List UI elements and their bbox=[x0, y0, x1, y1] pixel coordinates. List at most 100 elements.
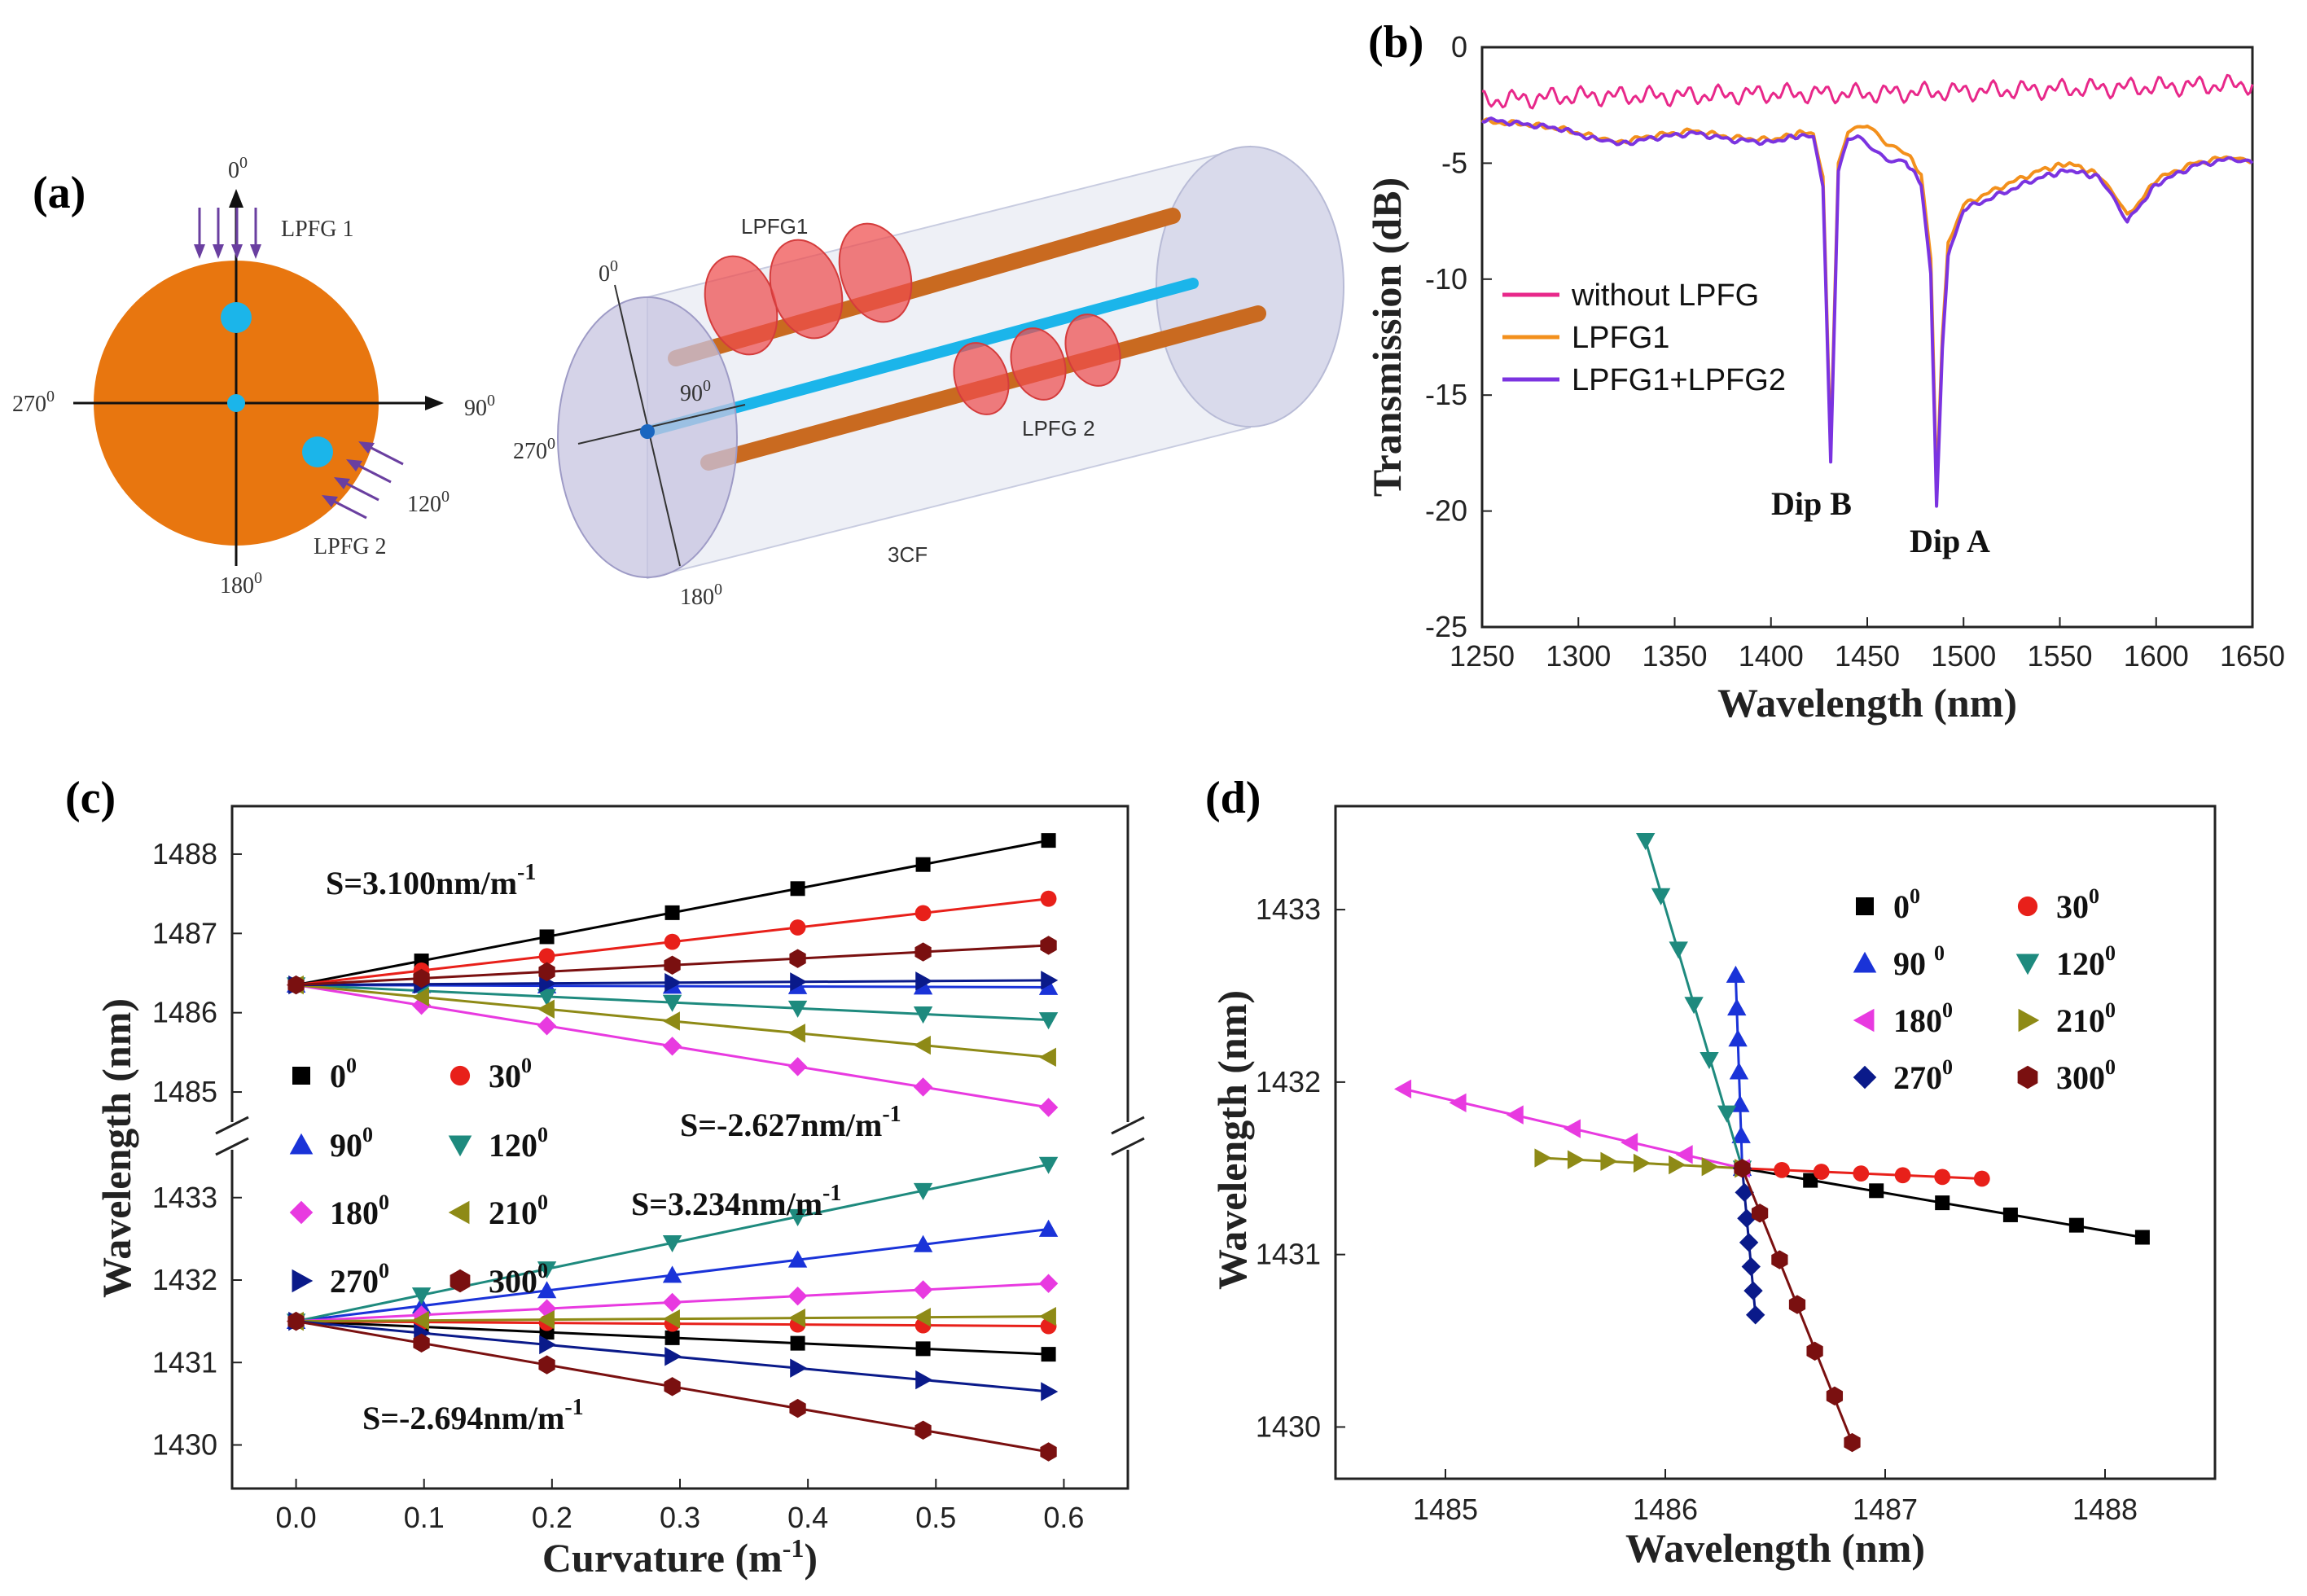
legend-marker-30 bbox=[2017, 896, 2038, 917]
x-tick-label: 1300 bbox=[1546, 639, 1611, 673]
data-point-270-dipA bbox=[915, 971, 933, 991]
angle-180-label: 1800 bbox=[220, 569, 262, 598]
y-tick-label: 1486 bbox=[152, 996, 217, 1029]
y-tick-label: 1487 bbox=[152, 916, 217, 949]
annotation-dip-a: Dip A bbox=[1910, 523, 1990, 559]
data-point-210-dipB bbox=[411, 1310, 429, 1331]
x-tick-label: 0.6 bbox=[1043, 1501, 1084, 1534]
data-point-180-dipB bbox=[787, 1286, 808, 1306]
x-axis-title-b: Wavelength (nm) bbox=[1717, 680, 2017, 726]
data-point-300 bbox=[1806, 1341, 1823, 1361]
core-center bbox=[227, 394, 245, 412]
legend-c: 00 300 900 1200 1800 2100 2700 3000 bbox=[289, 1054, 548, 1300]
legend-label-lpfg1-lpfg2: LPFG1+LPFG2 bbox=[1572, 363, 1786, 397]
core-lower-right bbox=[302, 436, 333, 467]
exposure-arrow-head-icon bbox=[358, 441, 375, 454]
legend-marker-300 bbox=[2017, 1065, 2038, 1090]
arrow-up-icon bbox=[229, 189, 243, 208]
grating-ellipse bbox=[838, 222, 913, 323]
data-point-120-dipA bbox=[1038, 1012, 1059, 1030]
lpfg2-3d-label: LPFG 2 bbox=[1022, 416, 1095, 441]
legend-label-180: 1800 bbox=[330, 1190, 389, 1231]
legend-marker-270 bbox=[1853, 1065, 1877, 1090]
legend-marker-120 bbox=[448, 1135, 472, 1157]
series-line-without-lpfg bbox=[1481, 73, 2254, 110]
data-point-0 bbox=[1935, 1195, 1950, 1211]
panel-a-schematic: (a) 00 2700 900 1800 1200 LPFG 1 LPFG 2 bbox=[12, 145, 1344, 610]
x-tick-label: 1486 bbox=[1633, 1493, 1698, 1526]
data-point-300 bbox=[1734, 1159, 1751, 1178]
x-tick-label: 1487 bbox=[1853, 1493, 1918, 1526]
lpfg2-label: LPFG 2 bbox=[314, 534, 386, 559]
annotation-dip-b: Dip B bbox=[1771, 485, 1852, 522]
y-tick-label: -20 bbox=[1425, 494, 1467, 528]
data-point-300 bbox=[1751, 1204, 1769, 1223]
data-point-30-dipA bbox=[789, 919, 806, 936]
data-point-300-dipB bbox=[664, 1377, 681, 1396]
data-point-210-dipA bbox=[913, 1035, 931, 1055]
data-point-120-dipB bbox=[787, 1208, 808, 1226]
data-point-210-dipA bbox=[537, 999, 555, 1019]
x-tick-label: 1485 bbox=[1413, 1493, 1478, 1526]
legend-label-without-lpfg: without LPFG bbox=[1571, 278, 1759, 313]
y-axis-title-d: Wavelength (nm) bbox=[1209, 990, 1255, 1290]
data-point-120-dipB bbox=[662, 1234, 682, 1253]
series-line-lpfg1-lpfg2 bbox=[1481, 116, 2254, 508]
data-point-210-dipA bbox=[787, 1024, 805, 1043]
series-c bbox=[286, 833, 1059, 1462]
data-point-210-dipB bbox=[913, 1307, 931, 1327]
data-point-180 bbox=[1563, 1119, 1581, 1138]
panel-b-transmission-chart: (b) 1250 1300 1350 1400 1450 1500 1550 1600 1650… bbox=[1364, 17, 2285, 726]
data-point-90 bbox=[1728, 1029, 1748, 1047]
legend-label-90: 90 0 bbox=[1893, 941, 1945, 982]
annotation-s-3100: S=3.100nm/m-1 bbox=[326, 860, 536, 901]
data-point-90 bbox=[1731, 1125, 1751, 1143]
y-tick-label: -10 bbox=[1425, 262, 1467, 296]
data-point-210-dipB bbox=[537, 1309, 555, 1330]
x-tick-label: 1250 bbox=[1450, 639, 1515, 673]
data-point-0-dipA bbox=[664, 905, 680, 920]
data-point-90 bbox=[1730, 1094, 1750, 1112]
data-point-0-dipB bbox=[915, 1341, 931, 1357]
x-axis-title-d: Wavelength (nm) bbox=[1625, 1525, 1925, 1571]
data-point-30-dipA bbox=[538, 948, 555, 965]
y-tick-label: 0 bbox=[1451, 30, 1467, 64]
data-point-0-dipB bbox=[664, 1330, 680, 1345]
axes-c: 0.0 0.1 0.2 0.3 0.4 0.5 0.6 1485 1486 1487 1488 143… bbox=[152, 837, 1085, 1534]
exposure-arrow-head-icon bbox=[231, 244, 243, 259]
panel-c-label: (c) bbox=[65, 773, 116, 823]
annotation-s-minus2694: S=-2.694nm/m-1 bbox=[362, 1395, 584, 1436]
legend-marker-120 bbox=[2015, 954, 2040, 976]
x-tick-label: 0.1 bbox=[404, 1501, 445, 1534]
data-point-90-dipB bbox=[662, 1265, 682, 1283]
legend-label-120: 1200 bbox=[2056, 941, 2116, 982]
data-point-180-dipB bbox=[662, 1292, 682, 1313]
data-point-270 bbox=[1737, 1208, 1757, 1228]
legend-marker-180 bbox=[1853, 1008, 1875, 1033]
legend-label-300: 3000 bbox=[2056, 1055, 2116, 1096]
data-point-120-dipA bbox=[913, 1006, 933, 1024]
data-point-90-dipB bbox=[787, 1250, 808, 1268]
data-point-0-dipA bbox=[915, 857, 931, 872]
fiber-end-face bbox=[1156, 146, 1344, 428]
panel-a-label: (a) bbox=[33, 168, 86, 218]
grating-ellipse bbox=[769, 239, 844, 340]
x-tick-label: 0.0 bbox=[276, 1501, 317, 1534]
data-point-0-dipA bbox=[790, 881, 805, 897]
data-point-120 bbox=[1717, 1105, 1737, 1123]
data-point-210 bbox=[1534, 1148, 1552, 1168]
data-point-270-dipB bbox=[1041, 1382, 1059, 1401]
y-tick-label: 1433 bbox=[1256, 892, 1321, 926]
data-point-270-dipA bbox=[1041, 971, 1059, 990]
exposure-arrow-head-icon bbox=[322, 495, 338, 507]
panel-d-wavelength-chart: (d) 1485 1486 1487 1488 1430 1431 1432 1433 00 3… bbox=[1205, 773, 2217, 1571]
y-axis-title-c: Wavelength (nm) bbox=[94, 998, 139, 1298]
data-point-270-dipB bbox=[790, 1358, 808, 1378]
data-point-210-dipA bbox=[662, 1011, 680, 1031]
data-point-0-dipB bbox=[790, 1335, 805, 1351]
y-tick-label: 1430 bbox=[152, 1428, 217, 1462]
legend-marker-0 bbox=[1856, 897, 1874, 915]
data-point-30 bbox=[1934, 1168, 1951, 1186]
data-point-300-dipA bbox=[1040, 936, 1057, 955]
